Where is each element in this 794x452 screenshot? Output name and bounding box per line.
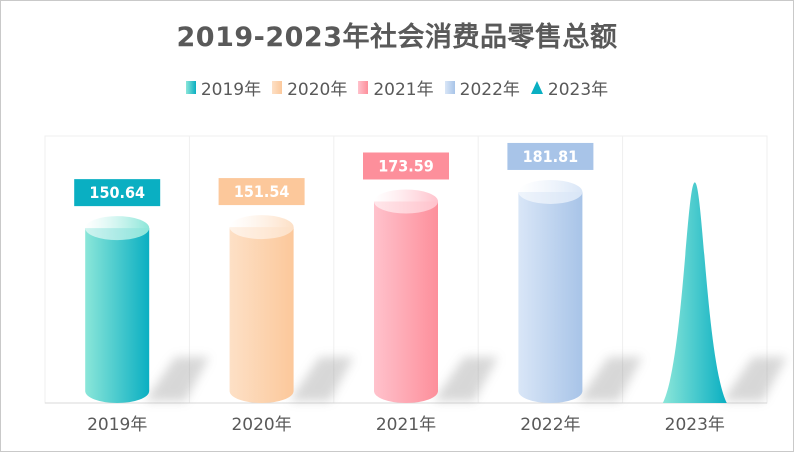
x-tick-label: 2020年: [231, 415, 291, 435]
legend-item-2021[interactable]: 2021年: [358, 75, 434, 100]
x-tick-label: 2021年: [376, 415, 436, 435]
x-tick-label: 2022年: [520, 415, 580, 435]
legend-item-2020[interactable]: 2020年: [272, 75, 347, 100]
legend-label-2022: 2022年: [459, 80, 520, 100]
legend-item-2022[interactable]: 2022年: [444, 75, 520, 100]
legend-item-2019[interactable]: 2019年: [185, 75, 262, 100]
bar-2023年: [662, 182, 727, 403]
bar-shadow: [289, 357, 354, 401]
legend-label-2023: 2023年: [547, 80, 609, 100]
data-label: 150.64: [89, 183, 145, 202]
bar-top-2019年: [85, 216, 150, 241]
data-label: 151.54: [234, 182, 290, 201]
bar-top-2020年: [229, 215, 294, 240]
bar-top-2022年: [518, 179, 583, 204]
x-tick-label: 2023年: [665, 415, 725, 435]
data-label: 181.81: [523, 147, 579, 166]
bar-2020年: [229, 227, 294, 403]
data-label-box: [74, 179, 161, 207]
legend-swatch-2023: [530, 81, 543, 94]
bar-2019年: [85, 228, 150, 403]
legend-label-2019: 2019年: [200, 80, 262, 100]
bar-2021年: [374, 201, 438, 403]
bar-top-2021年: [374, 189, 438, 214]
chart-title: 2019-2023年社会消费品零售总额: [176, 22, 618, 53]
legend-swatch-2021: [358, 81, 369, 94]
legend-label-2021: 2021年: [373, 80, 434, 100]
data-label: 173.59: [378, 156, 434, 175]
x-tick-label: 2019年: [87, 415, 147, 435]
data-label-box: [363, 152, 449, 180]
legend-swatch-2022: [444, 81, 455, 94]
legend-swatch-2019: [185, 81, 196, 94]
legend-item-2023[interactable]: 2023年: [530, 75, 609, 100]
data-label-box: [507, 142, 594, 170]
bar-shadow: [434, 357, 498, 401]
chart-legend: 2019年 2020年 2021年 2022年 2023年: [1, 75, 793, 100]
bar-shadow: [145, 357, 210, 401]
data-label-box: [218, 178, 305, 206]
bar-shadow: [578, 357, 643, 401]
legend-swatch-2020: [272, 81, 283, 94]
bar-2022年: [518, 191, 583, 403]
legend-label-2020: 2020年: [287, 80, 348, 100]
bar-shadow: [722, 357, 787, 401]
